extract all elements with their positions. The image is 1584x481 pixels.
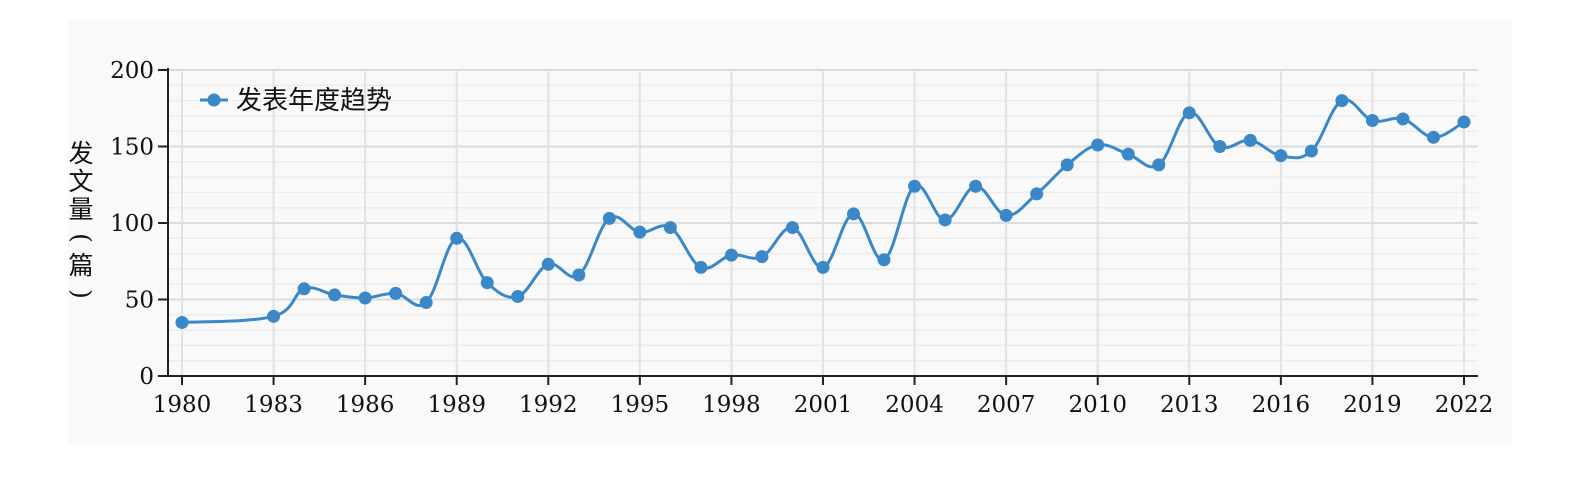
data-point xyxy=(785,221,799,235)
x-tick-label: 1992 xyxy=(519,392,578,418)
x-tick-label: 2019 xyxy=(1343,392,1402,418)
x-tick-label: 2016 xyxy=(1252,392,1311,418)
x-tick-label: 1998 xyxy=(702,392,761,418)
data-point xyxy=(358,291,372,305)
data-point xyxy=(1274,149,1288,163)
legend-marker xyxy=(207,93,221,107)
y-axis-label-char: 文 xyxy=(68,167,93,196)
data-point xyxy=(1304,144,1318,158)
data-point xyxy=(816,260,830,274)
legend: 发表年度趋势 xyxy=(200,86,392,116)
data-point xyxy=(877,253,891,267)
y-axis-label-char: ) xyxy=(67,289,96,299)
data-point xyxy=(1182,106,1196,120)
tick-labels: 0 50 100 150 200 1980 1983 1986 1989 1992 1995 1998… xyxy=(110,58,1493,418)
data-point xyxy=(1030,187,1044,201)
data-point xyxy=(908,179,922,193)
data-point xyxy=(1121,147,1135,161)
y-axis-label-char: 发 xyxy=(68,139,93,168)
x-tick-label: 2013 xyxy=(1160,392,1219,418)
data-point xyxy=(999,208,1013,222)
x-tick-label: 1986 xyxy=(336,392,395,418)
data-point xyxy=(755,250,769,264)
data-point xyxy=(1396,112,1410,126)
data-point xyxy=(175,315,189,329)
data-point xyxy=(1335,94,1349,108)
grid-lines xyxy=(168,69,1478,377)
data-point xyxy=(663,221,677,235)
x-tick-label: 2001 xyxy=(794,392,853,418)
data-point xyxy=(1243,133,1257,147)
y-axis-label-char: ( xyxy=(67,233,96,243)
data-point xyxy=(602,211,616,225)
y-tick-label: 0 xyxy=(139,364,154,390)
y-tick-label: 150 xyxy=(110,135,154,161)
x-tick-label: 2007 xyxy=(977,392,1036,418)
data-point xyxy=(1060,158,1074,172)
data-point xyxy=(297,282,311,296)
data-point xyxy=(724,248,738,262)
data-point xyxy=(450,231,464,245)
data-point xyxy=(541,257,555,271)
data-point xyxy=(389,286,403,300)
x-tick-label: 1980 xyxy=(153,392,212,418)
data-point xyxy=(847,207,861,221)
x-tick-label: 1983 xyxy=(244,392,303,418)
x-tick-label: 2004 xyxy=(885,392,944,418)
y-tick-label: 50 xyxy=(125,288,154,314)
data-point xyxy=(938,213,952,227)
legend-label: 发表年度趋势 xyxy=(236,86,392,116)
data-point xyxy=(1091,138,1105,152)
data-point xyxy=(1213,140,1227,153)
x-tick-label: 1989 xyxy=(427,392,486,418)
data-point xyxy=(511,289,525,303)
data-point xyxy=(267,309,281,323)
x-tick-label: 2010 xyxy=(1068,392,1127,418)
data-point xyxy=(328,288,342,302)
data-point xyxy=(1457,115,1471,129)
data-point xyxy=(633,225,647,239)
x-tick-label: 2022 xyxy=(1435,392,1494,418)
data-point xyxy=(480,276,494,290)
data-point xyxy=(1152,158,1166,172)
y-axis-label-char: 量 xyxy=(68,195,93,224)
data-point xyxy=(1426,130,1440,144)
data-point xyxy=(969,179,983,193)
y-tick-label: 100 xyxy=(110,211,154,237)
data-point xyxy=(419,296,433,310)
y-tick-label: 200 xyxy=(110,58,154,84)
data-point xyxy=(1365,113,1379,127)
data-point xyxy=(694,260,708,274)
axes xyxy=(158,68,1478,385)
x-tick-label: 1995 xyxy=(611,392,670,418)
series-layer xyxy=(175,94,1471,329)
y-axis-label-char: 篇 xyxy=(68,251,93,280)
data-point xyxy=(572,268,586,282)
y-axis-label: 发文量 ( 篇) xyxy=(67,139,96,299)
